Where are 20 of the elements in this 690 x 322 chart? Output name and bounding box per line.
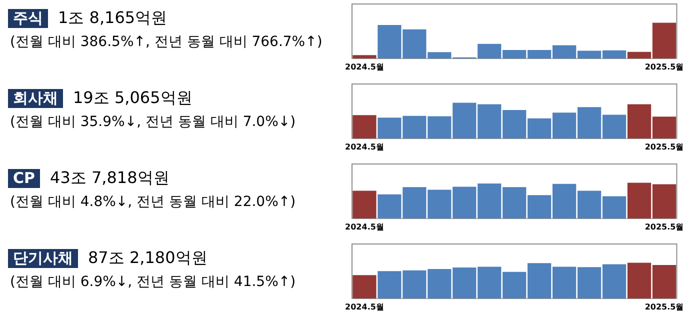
text: 1조 8,165억원 (58, 8, 168, 29)
x-tick-label: 2025.5월 (644, 62, 684, 72)
text: CP (8, 169, 40, 188)
text: 87조 2,180억원 (88, 248, 208, 269)
text: 단기사채 (8, 249, 78, 268)
text: 43조 7,818억원 (50, 168, 170, 189)
x-tick-label: 2024.5월 (345, 62, 384, 72)
text: 주식 (8, 9, 48, 28)
text: (전월 대비 6.9%↓, 전년 동월 대비 41.5%↑) (10, 273, 296, 291)
text: (전월 대비 35.9%↓, 전년 동월 대비 7.0%↓) (10, 113, 296, 131)
x-tick-label: 2024.5월 (345, 302, 384, 312)
text: (전월 대비 386.5%↑, 전년 동월 대비 766.7%↑) (10, 33, 322, 51)
text: (전월 대비 4.8%↓, 전년 동월 대비 22.0%↑) (10, 193, 296, 211)
x-tick-label: 2025.5월 (644, 222, 684, 232)
text: 19조 5,065억원 (73, 88, 192, 109)
x-tick-label: 2025.5월 (644, 302, 684, 312)
text: 회사채 (8, 89, 63, 108)
x-tick-label: 2024.5월 (345, 222, 384, 232)
x-tick-label: 2024.5월 (345, 142, 384, 152)
x-tick-label: 2025.5월 (644, 142, 684, 152)
